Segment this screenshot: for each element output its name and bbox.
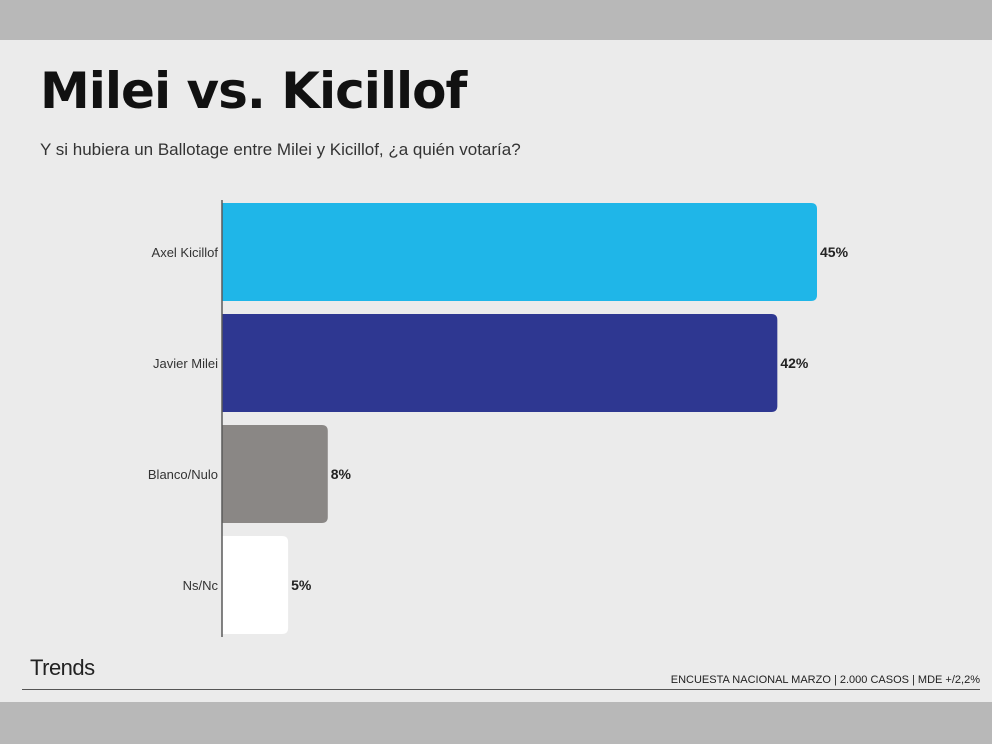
category-label-javier-milei: Javier Milei — [153, 356, 218, 371]
value-label-javier-milei: 42% — [780, 355, 809, 371]
page-title: Milei vs. Kicillof — [40, 62, 467, 120]
category-label-ns-nc: Ns/Nc — [183, 578, 219, 593]
brand-logo-text: Trends — [30, 655, 95, 680]
bar-group-javier-milei: Javier Milei 42% — [153, 314, 809, 412]
footer-divider — [22, 689, 980, 690]
bar-axel-kicillof — [222, 203, 817, 301]
bar-group-axel-kicillof: Axel Kicillof 45% — [152, 203, 849, 301]
survey-footnote: ENCUESTA NACIONAL MARZO | 2.000 CASOS | … — [670, 674, 980, 686]
chart-panel: Milei vs. Kicillof Y si hubiera un Ballo… — [0, 40, 992, 702]
category-label-blanco-nulo: Blanco/Nulo — [148, 467, 218, 482]
bar-javier-milei — [222, 314, 778, 412]
bar-chart: Axel Kicillof 45% Javier Milei 42% Blanco/Nu… — [148, 200, 849, 637]
chart-question: Y si hubiera un Ballotage entre Milei y … — [40, 140, 521, 159]
bar-blanco-nulo — [222, 425, 328, 523]
value-label-ns-nc: 5% — [291, 577, 312, 593]
value-label-blanco-nulo: 8% — [331, 466, 352, 482]
value-label-axel-kicillof: 45% — [820, 244, 849, 260]
bar-group-ns-nc: Ns/Nc 5% — [183, 536, 312, 634]
bar-group-blanco-nulo: Blanco/Nulo 8% — [148, 425, 352, 523]
category-label-axel-kicillof: Axel Kicillof — [152, 245, 219, 260]
bar-ns-nc — [222, 536, 289, 634]
